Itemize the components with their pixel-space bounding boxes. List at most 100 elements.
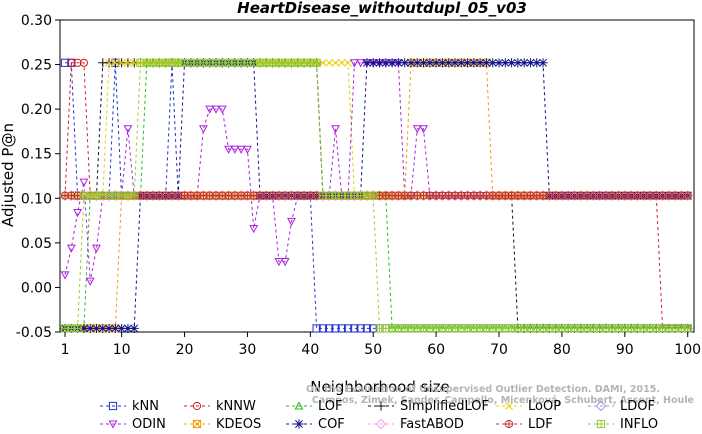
point-cof [519,58,529,68]
legend-marker-fastabod [375,418,387,430]
point-odin [123,125,133,134]
legend-item-knn: kNN [100,399,159,414]
legend-item-simplifiedlof: SimplifiedLOF [368,399,489,414]
legend-label-simplifiedlof: SimplifiedLOF [400,399,489,414]
legend-marker-knnw [192,401,202,411]
point-knnw [79,58,89,67]
point-odin [217,105,227,114]
y-axis-title: Adjusted P@n [0,123,17,227]
point-odin [236,145,246,154]
point-cof [500,58,510,68]
y-tick-label: 0.20 [21,102,52,118]
point-cof [450,58,460,68]
legend-item-ldf: LDF [496,417,553,432]
x-tick-label: 60 [427,342,445,358]
legend-label-inflo: INFLO [620,417,658,432]
point-cof [494,58,504,68]
series-line-loop [65,62,688,197]
point-loop [337,58,346,67]
point-cof [481,58,492,68]
point-odin [60,271,70,280]
point-knn [318,324,328,333]
point-knn [356,324,365,333]
x-axis: 1 10 20 30 40 50 60 70 80 90 100 [61,332,701,358]
point-knn [337,324,346,333]
point-cof [456,58,466,68]
point-knn [362,324,372,333]
point-odin [412,125,422,134]
watermark-citation-1: Campos, Zimek, Sander, Campello, Micenko… [312,395,694,406]
y-tick-label: 0.00 [21,280,52,296]
legend-marker-kdeos [192,419,202,429]
point-loop [331,58,340,67]
x-axis-title: Neighborhood size [310,378,449,396]
point-cof [437,58,448,68]
point-cof [91,323,102,334]
point-knnw [73,58,82,67]
watermark-citation-2: On the Evaluation of Unsupervised Outlie… [306,384,660,395]
point-cof [381,58,391,68]
series-line-odin [64,62,682,282]
point-cof [374,58,385,68]
point-cof [444,58,454,68]
point-cof [85,323,95,334]
legend-item-lof: LOF [286,399,343,414]
point-cof [393,58,403,68]
legend-label-ldf: LDF [528,417,553,432]
legend-marker-cof [294,419,304,429]
point-cof [110,323,120,334]
legend-label-lof: LOF [318,399,343,414]
point-loop [117,58,126,67]
x-tick-label: 70 [490,342,508,358]
point-cof [368,58,378,68]
point-inflo [73,324,82,333]
x-tick-label: 100 [674,342,701,358]
series-loop [61,58,692,200]
legend-marker-knn [108,401,118,411]
point-loop [344,58,353,67]
point-loop [105,58,114,67]
point-cof [104,323,114,334]
legend-marker-simplifiedlof [376,401,386,411]
point-odin [92,244,101,253]
point-cof [513,58,523,68]
point-loop [325,58,334,67]
point-odin [79,178,89,187]
point-cof [538,58,548,68]
point-odin [280,258,290,267]
point-cof [129,323,139,334]
legend-item-odin: ODIN [100,417,166,432]
point-odin [205,105,215,114]
point-cof [469,58,479,68]
point-odin [349,59,359,68]
x-tick-label: 80 [553,342,571,358]
point-odin [198,125,208,134]
legend-item-inflo: INFLO [588,417,658,432]
y-tick-label: 0.25 [21,58,52,74]
series-layer [59,58,694,334]
point-knn [343,324,353,333]
legend-item-kdeos: KDEOS [184,417,261,432]
series-inflo [60,58,692,333]
y-tick-label: -0.05 [16,325,52,341]
point-cof [506,58,517,68]
x-tick-label: 50 [364,342,382,358]
legend-label-ldof: LDOF [620,399,655,414]
point-cof [79,323,89,334]
point-cof [98,323,108,334]
series-odin [60,59,686,286]
legend-label-fastabod: FastABOD [400,417,464,432]
point-cof [400,58,410,68]
point-cof [387,58,397,68]
legend-label-odin: ODIN [132,417,166,432]
legend-label-knnw: kNNW [216,399,256,414]
point-cof [362,58,372,68]
y-tick-label: 0.30 [21,13,52,29]
legend-label-cof: COF [318,417,345,432]
point-odin [274,258,284,267]
point-ldf [684,192,692,200]
point-inflo [312,58,321,67]
legend-item-fastabod: FastABOD [368,417,464,432]
point-cof [425,58,435,68]
